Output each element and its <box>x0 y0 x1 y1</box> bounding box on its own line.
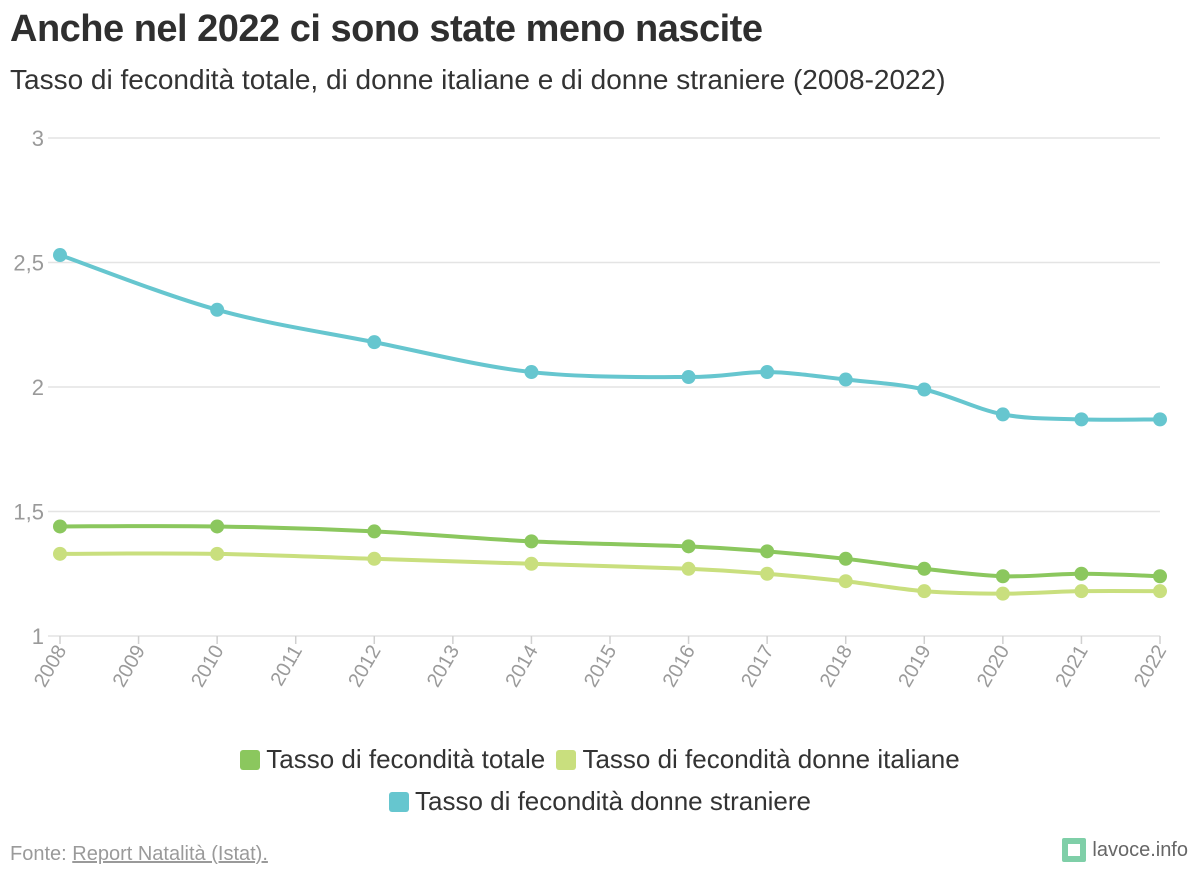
data-point-totale-2021[interactable] <box>1074 566 1089 581</box>
legend-item-straniere[interactable]: Tasso di fecondità donne straniere <box>388 780 812 822</box>
data-point-straniere-2022[interactable] <box>1153 412 1167 427</box>
legend-swatch-straniere <box>388 792 409 812</box>
data-point-italiane-2017[interactable] <box>760 566 775 581</box>
data-point-straniere-2016[interactable] <box>681 370 696 385</box>
data-point-straniere-2020[interactable] <box>995 407 1010 422</box>
legend-swatch-italiane <box>556 750 577 770</box>
legend-swatch-totale <box>240 750 261 770</box>
x-tick-label: 2014 <box>501 642 542 692</box>
series-group <box>53 248 1167 601</box>
legend-label-totale: Tasso di fecondità totale <box>266 744 546 774</box>
data-point-italiane-2008[interactable] <box>53 546 67 561</box>
data-point-straniere-2014[interactable] <box>524 365 539 380</box>
brand-name: lavoce.info <box>1092 838 1188 861</box>
data-point-totale-2018[interactable] <box>838 551 853 566</box>
x-tick-label: 2020 <box>973 642 1014 692</box>
data-point-totale-2017[interactable] <box>760 544 775 559</box>
data-point-italiane-2022[interactable] <box>1153 584 1167 599</box>
y-tick-label: 2 <box>32 375 44 400</box>
brand-logo[interactable]: lavoce.info <box>1062 838 1188 862</box>
data-point-totale-2008[interactable] <box>53 519 67 534</box>
data-point-italiane-2020[interactable] <box>995 586 1010 601</box>
x-tick-label: 2011 <box>266 642 307 690</box>
data-point-italiane-2021[interactable] <box>1074 584 1089 599</box>
data-point-italiane-2016[interactable] <box>681 561 696 576</box>
legend-label-italiane: Tasso di fecondità donne italiane <box>582 744 960 774</box>
data-point-straniere-2010[interactable] <box>210 302 225 317</box>
source-link[interactable]: Report Natalità (Istat). <box>72 843 268 865</box>
legend-label-straniere: Tasso di fecondità donne straniere <box>414 786 812 816</box>
data-point-italiane-2014[interactable] <box>524 556 539 571</box>
lavoce-logo-icon <box>1062 838 1087 862</box>
data-point-totale-2020[interactable] <box>995 569 1010 584</box>
x-tick-label: 2021 <box>1051 642 1092 692</box>
x-tick-label: 2016 <box>659 642 700 692</box>
y-tick-label: 2,5 <box>13 251 44 276</box>
x-tick-label: 2013 <box>423 642 464 692</box>
data-point-straniere-2008[interactable] <box>53 248 67 263</box>
gridlines <box>48 137 1160 637</box>
x-tick-label: 2015 <box>580 642 621 692</box>
legend-item-italiane[interactable]: Tasso di fecondità donne italiane <box>556 738 960 780</box>
y-axis-ticks: 1 1,5 2 2,5 3 <box>13 126 44 649</box>
y-tick-label: 3 <box>32 126 44 151</box>
data-point-totale-2012[interactable] <box>367 524 382 539</box>
legend: Tasso di fecondità totale Tasso di fecon… <box>0 738 1200 822</box>
chart-title: Anche nel 2022 ci sono state meno nascit… <box>10 8 763 50</box>
series-line-totale <box>58 524 1162 579</box>
legend-item-totale[interactable]: Tasso di fecondità totale <box>240 738 545 780</box>
series-line-italiane <box>58 551 1162 596</box>
x-tick-label: 2010 <box>187 642 228 692</box>
data-point-italiane-2018[interactable] <box>838 574 853 589</box>
y-tick-label: 1 <box>32 624 44 649</box>
data-point-totale-2010[interactable] <box>210 519 225 534</box>
x-tick-label: 2009 <box>109 642 150 692</box>
data-point-italiane-2012[interactable] <box>367 551 382 566</box>
data-point-straniere-2017[interactable] <box>760 365 775 380</box>
y-tick-label: 1,5 <box>13 500 44 525</box>
footer-source: Fonte: Report Natalità (Istat). <box>10 843 268 866</box>
x-tick-label: 2022 <box>1130 642 1171 692</box>
x-axis-ticks: 2008 2009 2010 2011 2012 2013 2014 2015 2016 2017… <box>30 636 1171 691</box>
line-chart: 11,522,53 2008 2009 2010 2011 2012 2013 2014 20… <box>13 126 1171 691</box>
data-point-straniere-2012[interactable] <box>367 335 382 350</box>
x-tick-label: 2018 <box>816 642 857 692</box>
data-point-straniere-2021[interactable] <box>1074 412 1089 427</box>
data-point-straniere-2018[interactable] <box>838 372 853 387</box>
series-line-straniere <box>58 253 1162 422</box>
data-point-italiane-2010[interactable] <box>210 546 225 561</box>
footer-prefix: Fonte: <box>10 843 73 865</box>
x-tick-label: 2017 <box>737 642 778 692</box>
data-point-totale-2022[interactable] <box>1153 569 1167 584</box>
x-tick-label: 2019 <box>894 642 935 692</box>
data-point-italiane-2019[interactable] <box>917 584 932 599</box>
data-point-totale-2014[interactable] <box>524 534 539 549</box>
chart-subtitle: Tasso di fecondità totale, di donne ital… <box>10 64 946 95</box>
data-point-totale-2019[interactable] <box>917 561 932 576</box>
data-point-totale-2016[interactable] <box>681 539 696 554</box>
data-point-straniere-2019[interactable] <box>917 382 932 397</box>
x-tick-label: 2012 <box>344 642 385 692</box>
